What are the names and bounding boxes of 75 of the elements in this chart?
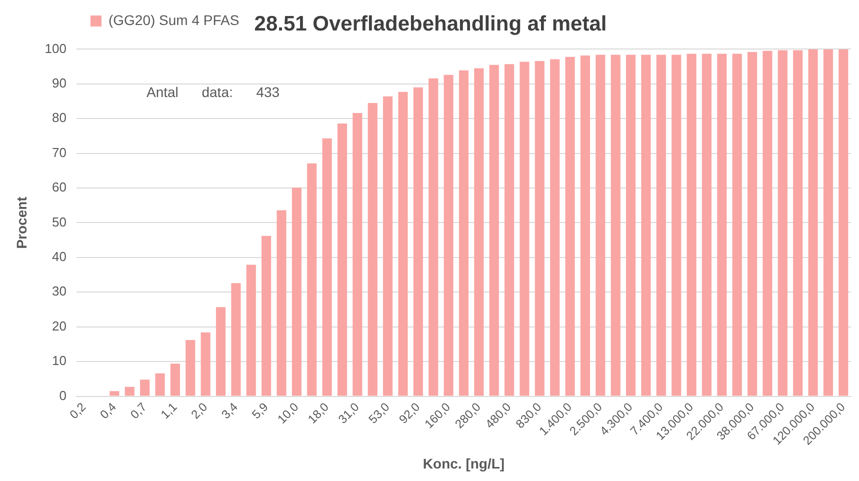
legend-label: (GG20) Sum 4 PFAS — [108, 12, 240, 28]
y-tick-label: 90 — [52, 75, 66, 90]
bar — [352, 113, 362, 396]
x-tick-label: 5,9 — [249, 400, 272, 422]
x-tick-label: 31,0 — [335, 400, 362, 426]
bar — [732, 54, 742, 396]
y-axis-title: Procent — [13, 196, 30, 249]
bar — [262, 236, 272, 396]
bar — [398, 92, 408, 396]
bar — [823, 49, 834, 396]
y-tick-label: 20 — [52, 318, 66, 334]
bar — [276, 210, 286, 396]
bar — [778, 50, 788, 396]
bar — [246, 264, 256, 396]
y-tick-label: 0 — [59, 388, 66, 403]
bar — [458, 70, 469, 396]
bar — [155, 373, 165, 396]
bar — [793, 50, 803, 396]
bar — [170, 364, 180, 396]
bar — [534, 61, 544, 396]
bar — [596, 54, 606, 396]
bar — [641, 54, 651, 396]
bar — [748, 52, 758, 396]
y-tick-label: 70 — [52, 144, 66, 160]
bar — [200, 332, 210, 396]
bar — [140, 380, 150, 396]
bar — [368, 102, 378, 396]
y-tick-label: 40 — [52, 249, 66, 264]
bar — [383, 96, 393, 396]
bar — [186, 340, 196, 396]
bar — [216, 307, 226, 396]
bar — [428, 78, 438, 396]
bar — [626, 54, 636, 396]
chart-title: 28.51 Overfladebehandling af metal — [254, 12, 607, 36]
y-tick-label: 10 — [52, 353, 66, 368]
bar — [110, 391, 120, 396]
x-tick-label: 0,4 — [97, 400, 120, 422]
y-tick-label: 100 — [44, 40, 66, 56]
y-tick-label: 60 — [52, 180, 66, 195]
bar — [413, 87, 423, 396]
x-axis-title: Konc. [ng/L] — [422, 455, 505, 472]
y-tick-label: 80 — [52, 110, 66, 126]
bar — [686, 54, 696, 396]
annotation: Antal data: 433 — [146, 84, 280, 100]
bar — [702, 54, 712, 396]
y-tick-label: 50 — [52, 214, 66, 230]
x-tick-label: 92,0 — [396, 400, 423, 426]
x-tick-label: 1,1 — [158, 400, 180, 422]
x-tick-label: 53,0 — [366, 400, 393, 426]
bar — [520, 62, 530, 396]
bar — [124, 386, 134, 396]
x-tick-label: 0,2 — [66, 400, 89, 422]
x-tick-label: 2,0 — [188, 400, 210, 422]
bar — [231, 283, 241, 396]
bar — [717, 54, 727, 396]
bar — [550, 59, 560, 396]
bar — [322, 138, 332, 396]
bar — [808, 49, 818, 396]
bar — [292, 188, 302, 396]
bar — [444, 74, 454, 396]
x-tick-label: 3,4 — [218, 400, 241, 422]
bar — [762, 50, 772, 396]
bar — [489, 64, 499, 396]
bar — [307, 163, 317, 396]
bar — [565, 56, 575, 396]
y-tick-label: 30 — [52, 284, 66, 299]
x-tick-label: 0,7 — [128, 400, 150, 422]
bar — [337, 123, 348, 396]
bar — [580, 55, 590, 396]
bar — [672, 54, 682, 396]
bar — [610, 54, 620, 396]
bar — [504, 64, 514, 396]
bar — [474, 68, 484, 396]
bar — [656, 54, 666, 396]
bar — [838, 49, 848, 396]
